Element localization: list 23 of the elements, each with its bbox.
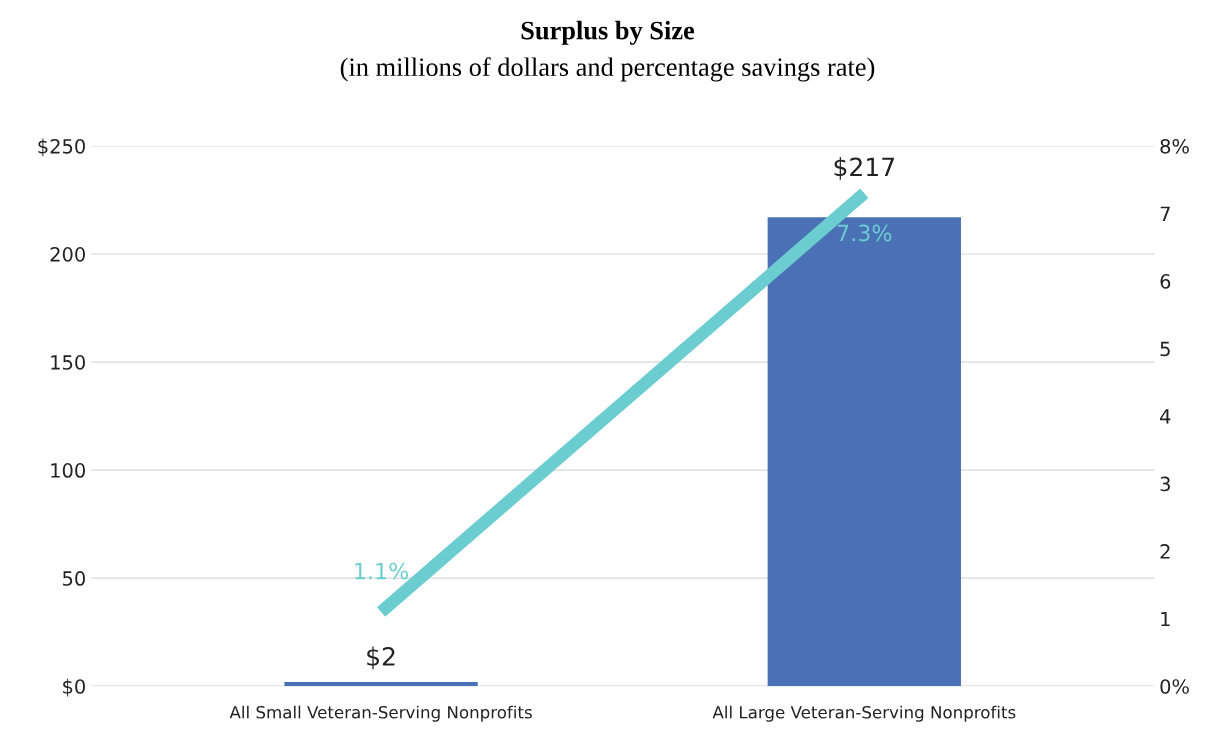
chart-subtitle: (in millions of dollars and percentage savings rate) [340,57,875,82]
y-tick-label: $0 [63,678,85,697]
y-tick-label: $250 [38,138,85,157]
data-label: 7.3% [837,224,892,242]
y2-tick-label: 1 [1161,611,1170,627]
y-tick-label: 150 [51,355,85,370]
y-tick-label: 50 [63,571,85,586]
y2-tick-label: 0% [1160,679,1189,694]
chart-title: Surplus by Size [521,20,695,45]
data-label: $217 [834,157,894,180]
y2-tick-label: 6 [1160,274,1171,289]
y2-tick-label: 2 [1160,544,1170,559]
x-tick-label: All Large Veteran-Serving Nonprofits [712,705,1016,722]
y2-tick-label: 7 [1160,206,1170,221]
y2-tick-label: 5 [1160,341,1170,357]
y-tick-label: 200 [50,247,85,262]
data-label: 1.1% [355,562,409,580]
y2-tick-label: 8% [1160,138,1189,154]
data-label: $2 [367,646,395,670]
y2-tick-label: 3 [1160,476,1170,492]
y2-tick-label: 4 [1160,409,1171,424]
x-tick-label: All Small Veteran-Serving Nonprofits [229,705,532,722]
y-tick-label: 100 [51,463,85,478]
